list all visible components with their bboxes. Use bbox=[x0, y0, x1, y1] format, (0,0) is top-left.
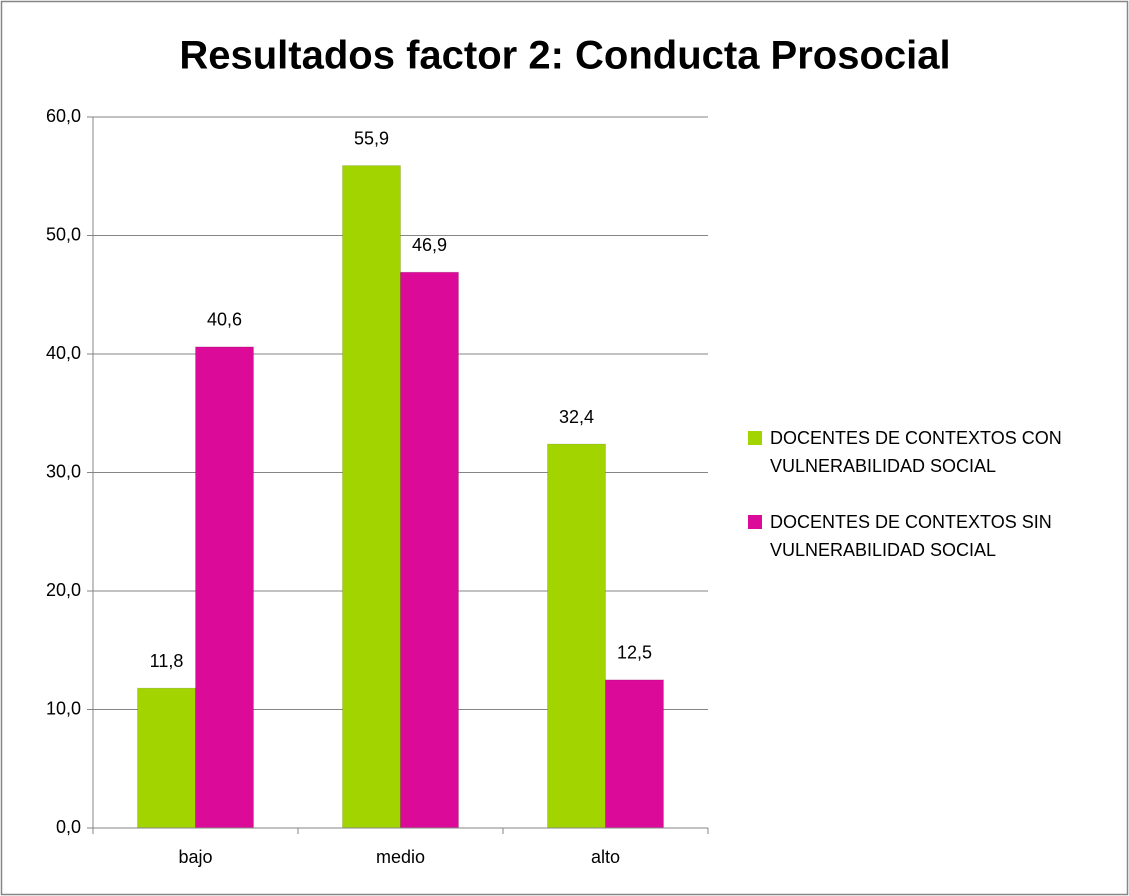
bar bbox=[195, 346, 254, 829]
legend-swatch bbox=[748, 515, 762, 529]
data-label: 40,6 bbox=[207, 310, 242, 330]
x-tick-label: alto bbox=[591, 847, 620, 867]
legend-item: DOCENTES DE CONTEXTOS CON VULNERABILIDAD… bbox=[748, 424, 1093, 480]
bar bbox=[342, 165, 401, 829]
y-tick-label: 40,0 bbox=[46, 343, 81, 363]
y-tick-label: 60,0 bbox=[46, 106, 81, 126]
bar bbox=[547, 443, 606, 829]
legend-swatch bbox=[748, 431, 762, 445]
legend-label: DOCENTES DE CONTEXTOS CON VULNERABILIDAD… bbox=[770, 428, 1062, 476]
y-tick-label: 0,0 bbox=[56, 817, 81, 837]
legend: DOCENTES DE CONTEXTOS CON VULNERABILIDAD… bbox=[748, 424, 1093, 592]
bar bbox=[137, 687, 196, 829]
data-label: 55,9 bbox=[354, 128, 389, 148]
legend-item: DOCENTES DE CONTEXTOS SIN VULNERABILIDAD… bbox=[748, 508, 1093, 564]
x-tick-label: medio bbox=[376, 847, 425, 867]
data-label: 32,4 bbox=[559, 407, 594, 427]
legend-label: DOCENTES DE CONTEXTOS SIN VULNERABILIDAD… bbox=[770, 512, 1052, 560]
y-tick-label: 20,0 bbox=[46, 580, 81, 600]
chart-title: Resultados factor 2: Conducta Prosocial bbox=[179, 34, 950, 78]
x-tick-label: bajo bbox=[178, 847, 212, 867]
bar bbox=[605, 679, 664, 829]
data-label: 11,8 bbox=[150, 651, 184, 671]
y-tick-label: 10,0 bbox=[46, 698, 81, 718]
y-tick-label: 30,0 bbox=[46, 461, 81, 481]
data-label: 46,9 bbox=[412, 235, 447, 255]
data-label: 12,5 bbox=[617, 643, 652, 663]
y-tick-label: 50,0 bbox=[46, 224, 81, 244]
bar bbox=[400, 271, 459, 829]
